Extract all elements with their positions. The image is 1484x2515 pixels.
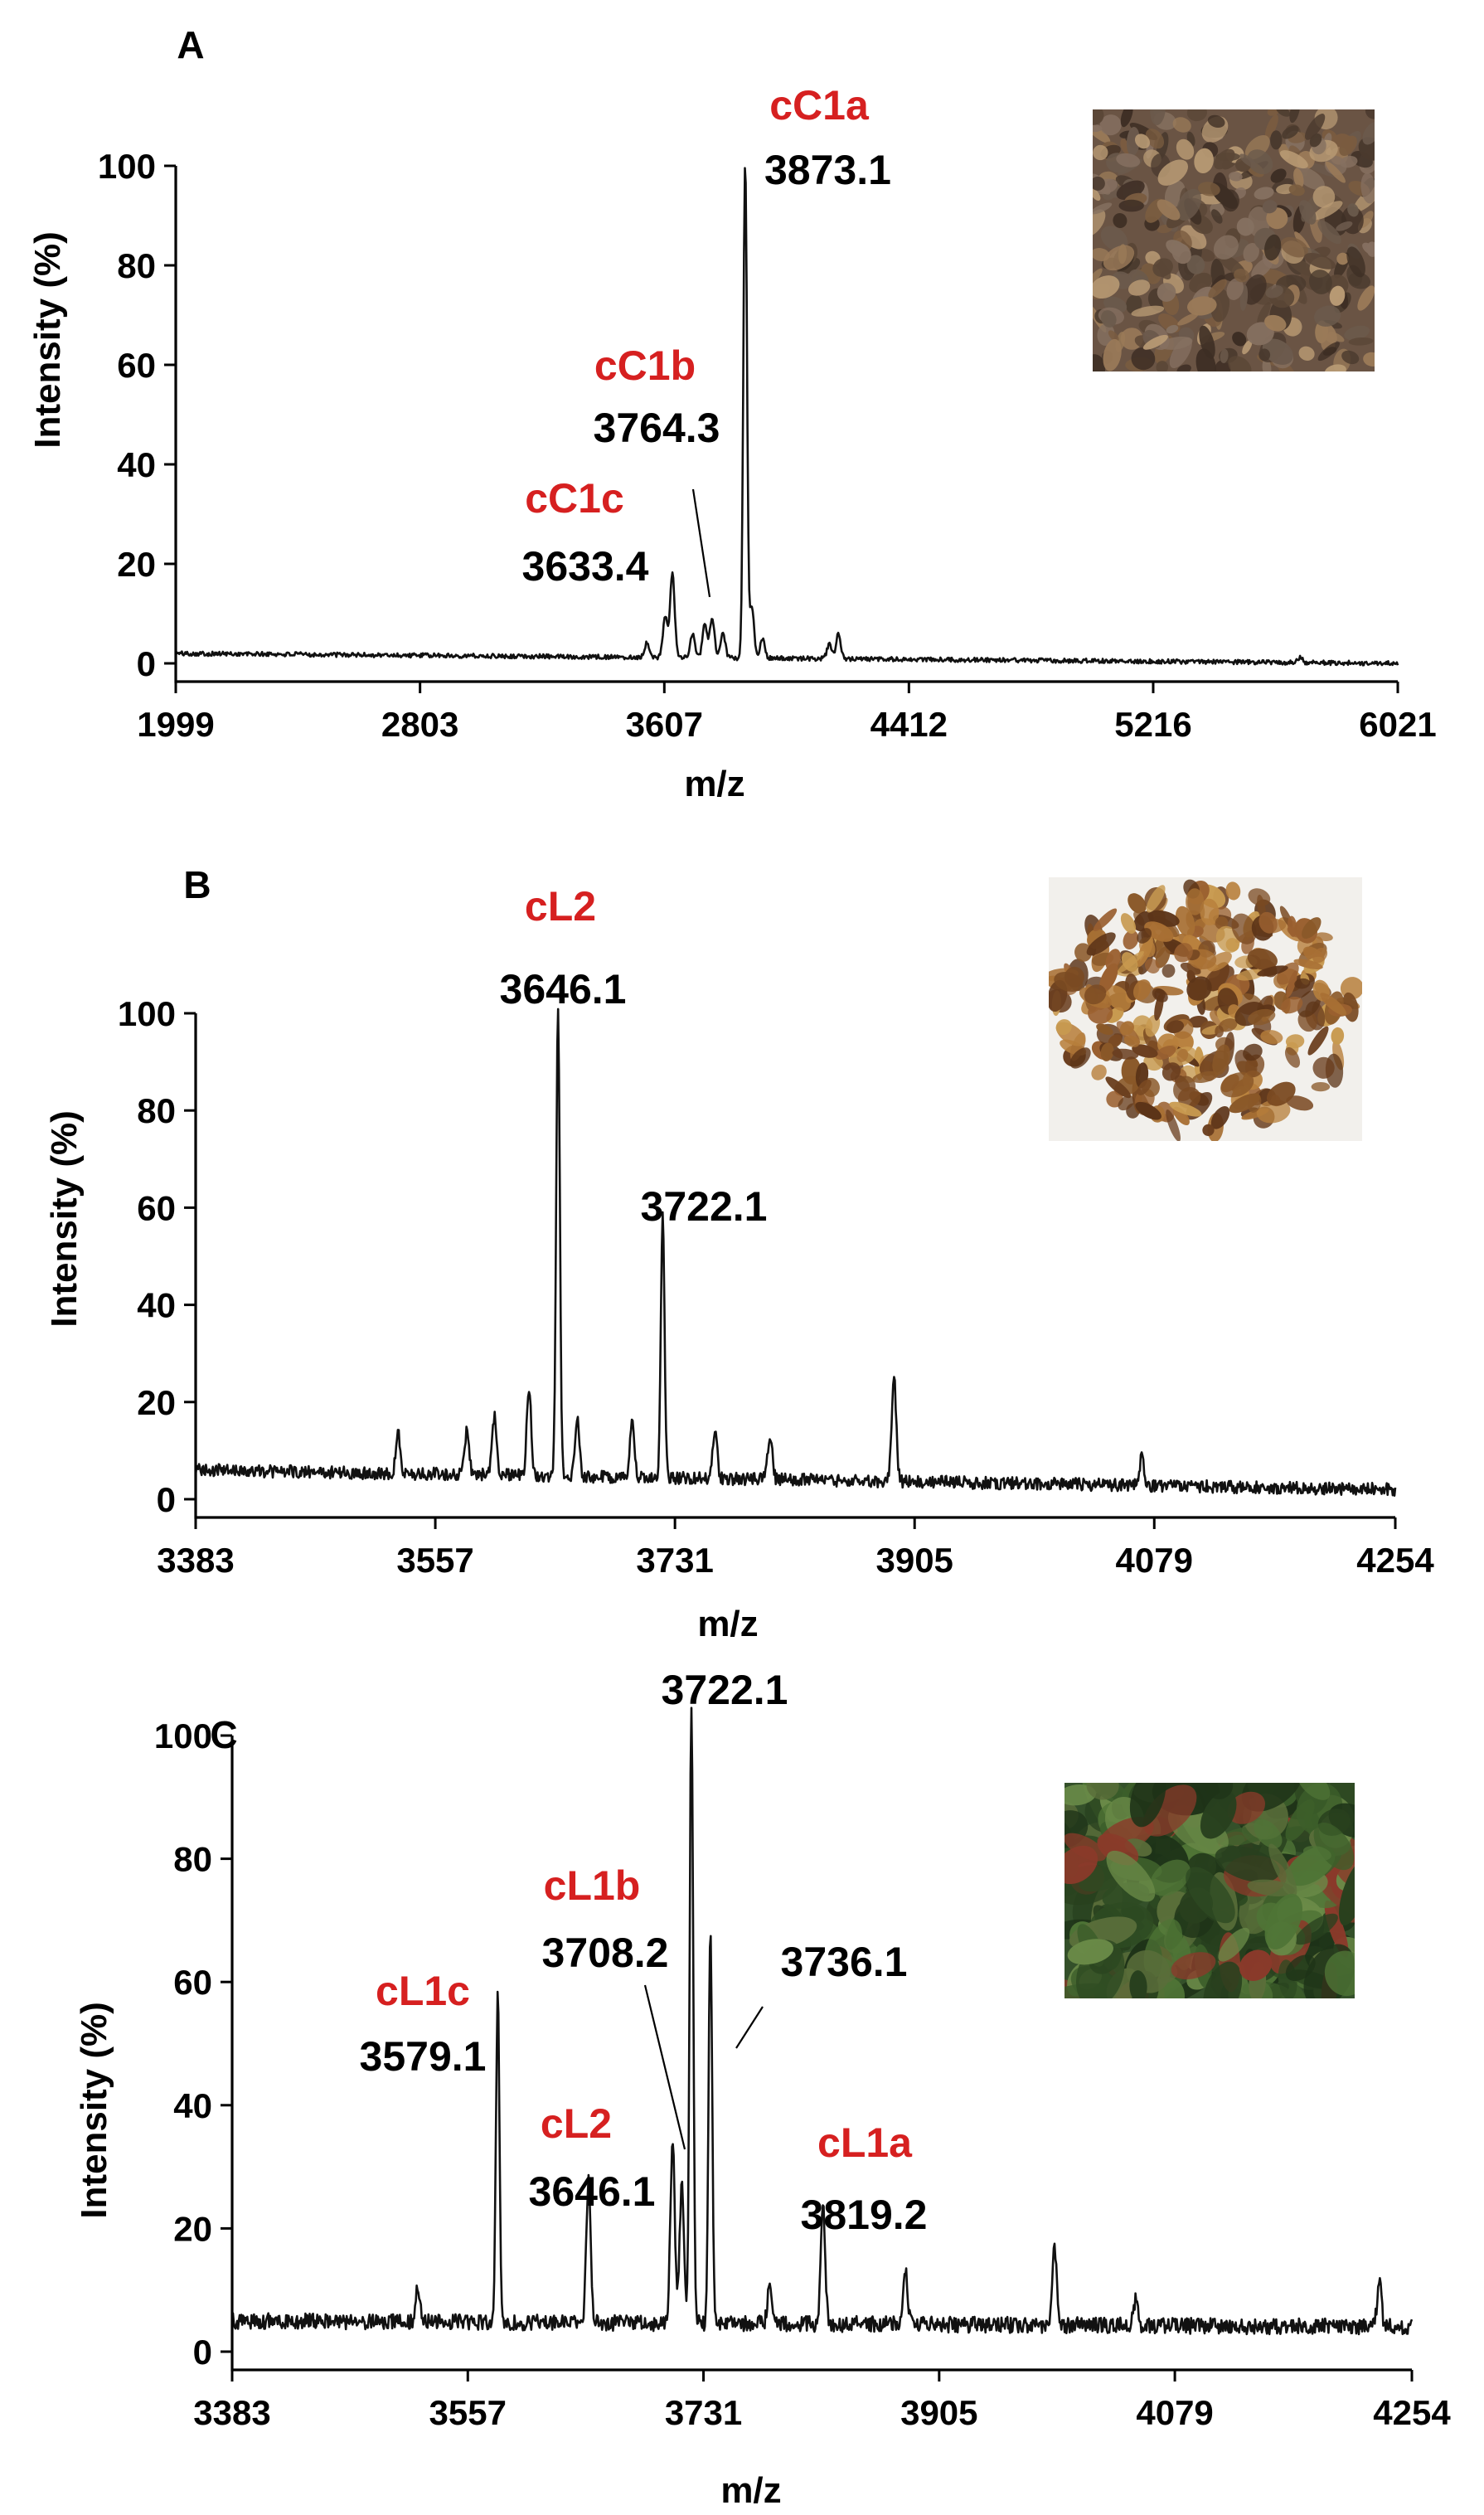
x-axis-label: m/z	[720, 2470, 781, 2511]
coffee-leaves-photo	[1065, 1783, 1355, 1998]
y-tick-label: 100	[98, 147, 156, 186]
y-tick-label: 0	[193, 2333, 212, 2372]
axes	[194, 1013, 1395, 1519]
peak-name-cl1a: cL1a	[817, 2119, 913, 2166]
x-tick-label: 3905	[900, 2393, 977, 2432]
x-tick-label: 3607	[626, 705, 703, 744]
peak-mass-3819-2: 3819.2	[801, 2192, 928, 2238]
panel-letter: A	[177, 23, 204, 66]
spectrum-line	[194, 1007, 1397, 1497]
coffee-pulp-photo	[1049, 877, 1362, 1141]
y-tick-label: 80	[173, 1840, 212, 1879]
peak-name-cl2: cL2	[541, 2100, 612, 2147]
x-tick-label: 4079	[1116, 1541, 1193, 1580]
spectrum-line	[174, 167, 1399, 667]
x-tick-label: 2803	[381, 705, 458, 744]
y-tick-label: 100	[154, 1716, 212, 1755]
peak-name-cc1a: cC1a	[769, 82, 870, 129]
y-tick-label: 0	[157, 1480, 176, 1519]
y-axis-label: Intensity (%)	[44, 1110, 85, 1328]
y-tick-label: 40	[137, 1286, 176, 1325]
x-tick-label: 3383	[157, 1541, 234, 1580]
panel-b: B Intensity (%) m/z 0 20 40 60 80 100 3383 3557…	[44, 863, 1434, 1644]
x-tick-label: 4254	[1373, 2393, 1451, 2432]
x-tick-label: 6021	[1359, 705, 1436, 744]
y-tick-label: 40	[173, 2086, 212, 2125]
x-tick-label: 4412	[871, 705, 948, 744]
y-tick-label: 80	[137, 1091, 176, 1130]
x-tick-label: 4079	[1136, 2393, 1213, 2432]
ticks: 0 20 40 60 80 100 3383 3557 3731 3905 4079 4254	[118, 994, 1434, 1580]
x-tick-label: 4254	[1356, 1541, 1434, 1580]
peak-mass-3873-1: 3873.1	[764, 147, 891, 193]
leader-line-3708-2	[643, 1984, 686, 2150]
peak-mass-3646-1: 3646.1	[500, 966, 627, 1012]
peak-name-cc1b: cC1b	[594, 342, 696, 389]
peak-mass-3764-3: 3764.3	[594, 405, 720, 451]
x-tick-label: 3557	[396, 1541, 473, 1580]
peak-mass-3736-1: 3736.1	[781, 1939, 908, 1985]
peak-mass-3646-1: 3646.1	[529, 2168, 656, 2215]
y-tick-label: 80	[117, 246, 156, 285]
spectrum-line	[230, 1707, 1414, 2336]
panel-a: A Intensity (%) m/z 0 20 40 60 80 100 1999 2803…	[27, 23, 1437, 804]
axes	[230, 1736, 1412, 2372]
y-tick-label: 60	[173, 1963, 212, 2002]
y-tick-label: 60	[117, 346, 156, 385]
y-tick-label: 20	[173, 2209, 212, 2248]
leader-line-3736-1	[735, 2006, 764, 2049]
y-tick-label: 20	[137, 1383, 176, 1422]
y-tick-label: 60	[137, 1188, 176, 1227]
roasted-coffee-husk-photo	[1093, 109, 1375, 371]
y-tick-label: 20	[117, 545, 156, 584]
x-tick-label: 3383	[193, 2393, 270, 2432]
axes	[174, 166, 1398, 683]
ticks: 0 20 40 60 80 100 3383 3557 3731 3905 4079 4254	[154, 1716, 1451, 2432]
peak-name-cl1c: cL1c	[376, 1968, 470, 2014]
x-axis-label: m/z	[684, 764, 744, 804]
y-tick-label: 0	[137, 644, 156, 683]
y-axis-label: Intensity (%)	[27, 231, 68, 449]
panel-letter: B	[183, 863, 211, 906]
x-axis-label: m/z	[697, 1604, 758, 1644]
peak-mass-3722-1: 3722.1	[662, 1667, 788, 1713]
y-tick-label: 100	[118, 994, 176, 1033]
leader-line-3764-3	[691, 488, 711, 598]
x-tick-label: 5216	[1114, 705, 1191, 744]
peak-mass-3579-1: 3579.1	[360, 2033, 487, 2080]
x-tick-label: 3731	[636, 1541, 713, 1580]
peak-name-cl2: cL2	[525, 883, 596, 930]
ticks: 0 20 40 60 80 100 1999 2803 3607 4412 5216 6021	[98, 147, 1437, 744]
x-tick-label: 3905	[875, 1541, 953, 1580]
peak-name-cl1b: cL1b	[544, 1862, 641, 1909]
x-tick-label: 3557	[429, 2393, 507, 2432]
peak-mass-3722-1: 3722.1	[641, 1183, 768, 1230]
peak-mass-3708-2: 3708.2	[542, 1930, 669, 1976]
peak-name-cc1c: cC1c	[525, 475, 624, 522]
x-tick-label: 3731	[665, 2393, 742, 2432]
peak-mass-3633-4: 3633.4	[522, 543, 649, 590]
y-axis-label: Intensity (%)	[74, 2002, 114, 2219]
y-tick-label: 40	[117, 445, 156, 484]
x-tick-label: 1999	[137, 705, 214, 744]
